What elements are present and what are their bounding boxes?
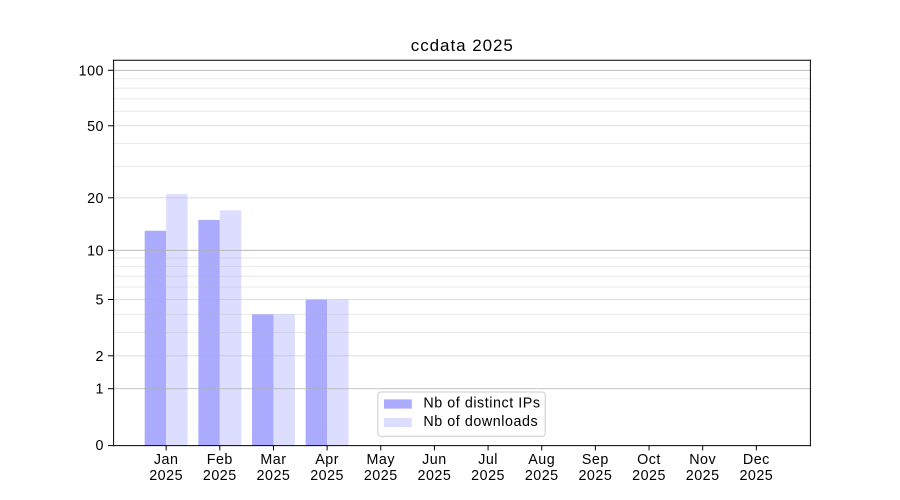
svg-text:2025: 2025 [364,468,398,484]
svg-text:ccdata 2025: ccdata 2025 [411,36,514,55]
svg-text:1: 1 [96,382,104,398]
svg-text:Nov: Nov [689,452,716,468]
svg-text:2025: 2025 [525,468,559,484]
svg-text:100: 100 [79,63,104,79]
svg-text:2025: 2025 [632,468,666,484]
svg-text:Oct: Oct [637,452,661,468]
svg-text:5: 5 [96,293,104,309]
svg-text:Jan: Jan [154,452,179,468]
svg-text:20: 20 [87,191,104,207]
svg-text:0: 0 [96,438,104,454]
svg-text:Jul: Jul [478,452,498,468]
svg-text:2025: 2025 [149,468,183,484]
svg-text:Mar: Mar [260,452,286,468]
svg-text:2025: 2025 [310,468,344,484]
svg-text:2025: 2025 [739,468,773,484]
svg-text:10: 10 [87,243,104,259]
svg-text:2: 2 [96,349,104,365]
svg-text:Sep: Sep [582,452,609,468]
svg-text:Jun: Jun [422,452,447,468]
svg-text:Nb of distinct IPs: Nb of distinct IPs [423,396,540,412]
svg-text:2025: 2025 [203,468,237,484]
svg-text:Aug: Aug [528,452,555,468]
svg-text:May: May [367,452,396,468]
svg-text:2025: 2025 [578,468,612,484]
svg-text:2025: 2025 [418,468,452,484]
svg-text:Apr: Apr [315,452,339,468]
svg-text:2025: 2025 [686,468,720,484]
svg-text:2025: 2025 [471,468,505,484]
svg-text:Nb of downloads: Nb of downloads [423,414,538,430]
svg-text:50: 50 [87,119,104,135]
svg-text:2025: 2025 [257,468,291,484]
svg-text:Dec: Dec [743,452,770,468]
svg-text:Feb: Feb [207,452,233,468]
